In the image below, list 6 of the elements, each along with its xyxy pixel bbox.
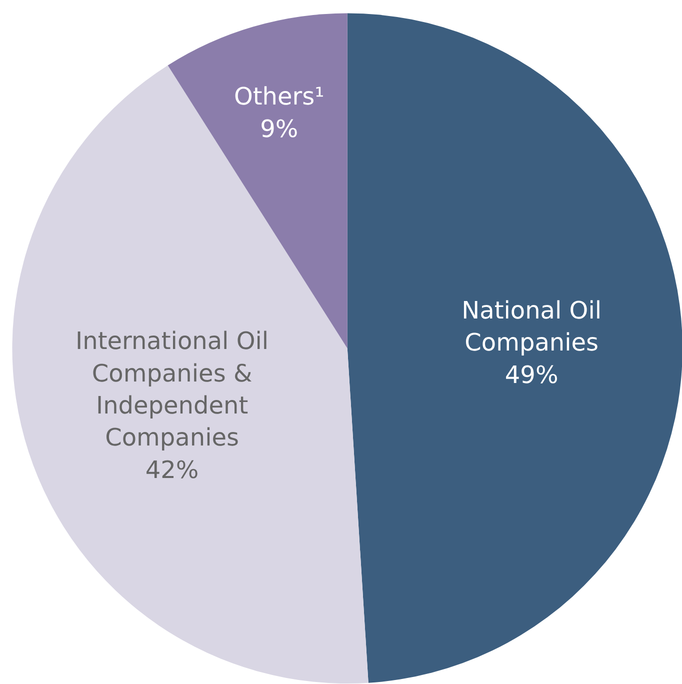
slice-label: Others¹ [234,82,324,111]
slice-label: International Oil Companies & Independent Companies [76,327,269,452]
data-label: 42% [145,456,199,484]
data-label: 9% [260,114,298,143]
slice-label: National Oil Companies [462,296,602,357]
data-label: 49% [504,360,558,389]
